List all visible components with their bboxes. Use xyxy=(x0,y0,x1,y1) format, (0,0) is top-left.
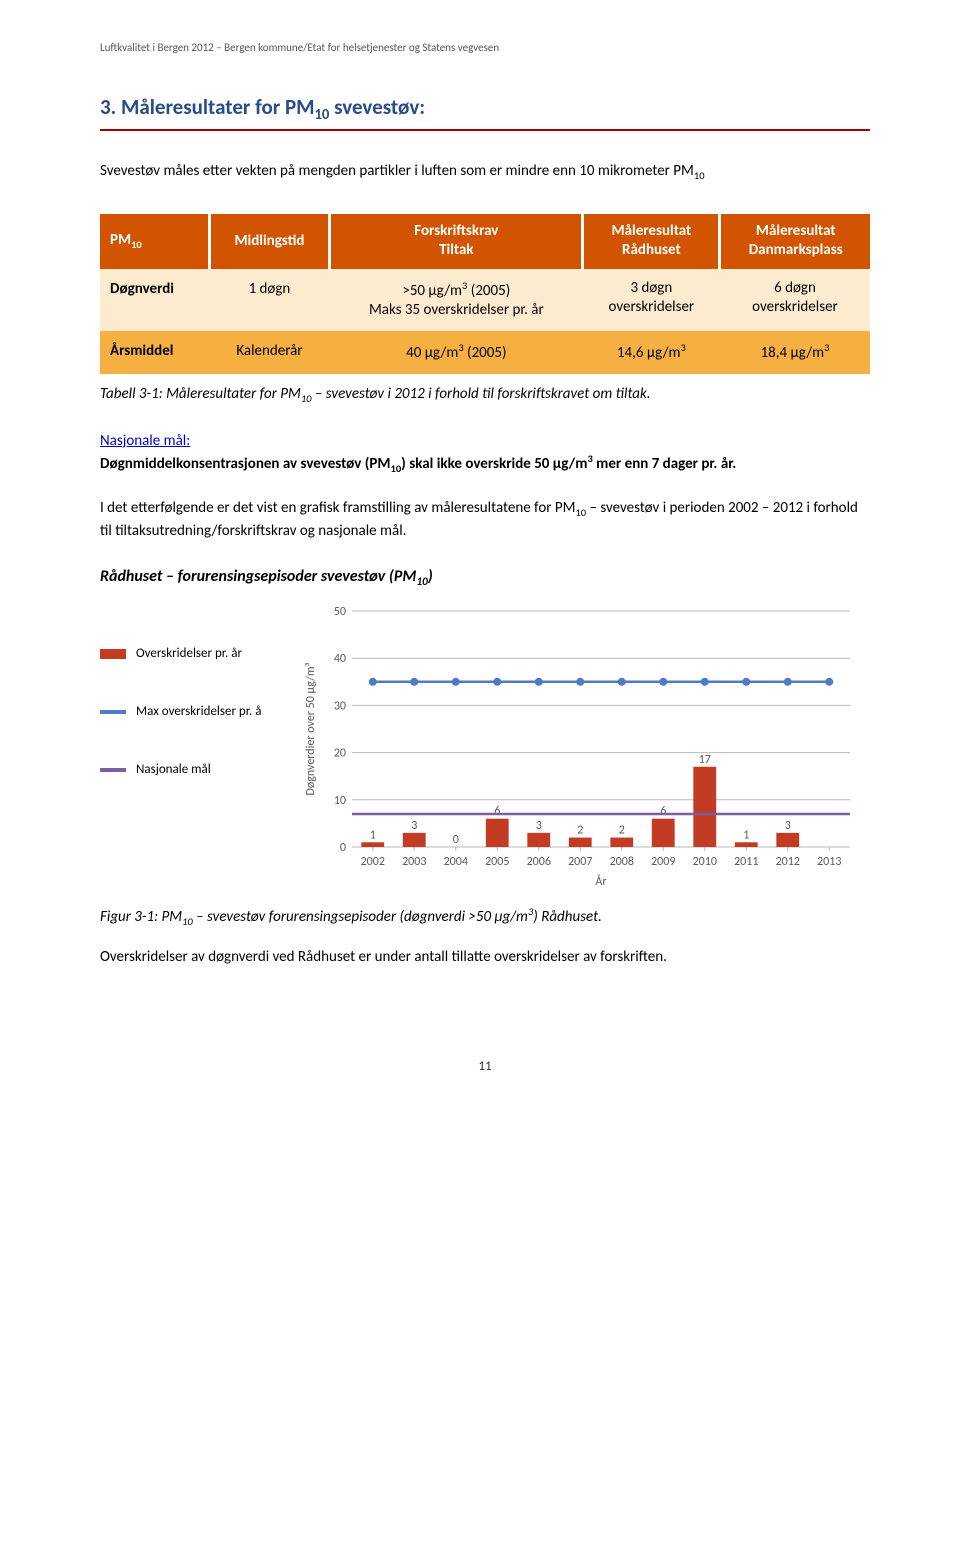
svg-text:3: 3 xyxy=(785,819,791,833)
legend-label: Nasjonale mål xyxy=(136,761,211,779)
svg-text:0: 0 xyxy=(453,833,459,847)
th-2: ForskriftskravTiltak xyxy=(330,214,583,269)
legend-label: Overskridelser pr. år xyxy=(136,645,242,663)
legend-swatch-line1 xyxy=(100,710,126,714)
svg-text:2: 2 xyxy=(577,823,583,837)
nasjonale-maal: Nasjonale mål: Døgnmiddelkonsentrasjonen… xyxy=(100,431,870,477)
chart-legend: Overskridelser pr. år Max overskridelser… xyxy=(100,601,300,820)
legend-label: Max overskridelser pr. å xyxy=(136,703,261,721)
svg-text:17: 17 xyxy=(699,753,711,767)
svg-text:20: 20 xyxy=(334,746,346,760)
svg-text:2010: 2010 xyxy=(693,855,717,869)
svg-text:2008: 2008 xyxy=(610,855,634,869)
chart-area: Overskridelser pr. år Max overskridelser… xyxy=(100,601,870,891)
td: 6 døgnoverskridelser xyxy=(720,269,870,331)
table-row: Døgnverdi 1 døgn >50 µg/m3 (2005)Maks 35… xyxy=(100,269,870,331)
svg-text:0: 0 xyxy=(340,841,346,855)
svg-text:2005: 2005 xyxy=(485,855,509,869)
td: >50 µg/m3 (2005)Maks 35 overskridelser p… xyxy=(330,269,583,331)
document-header: Luftkvalitet i Bergen 2012 – Bergen komm… xyxy=(100,40,870,55)
nasj-link-label: Nasjonale mål: xyxy=(100,432,190,450)
svg-text:2: 2 xyxy=(619,823,625,837)
svg-text:40: 40 xyxy=(334,652,346,666)
chart-section-title: Rådhuset – forurensingsepisoder svevestø… xyxy=(100,566,870,591)
svg-text:50: 50 xyxy=(334,605,346,619)
svg-text:2012: 2012 xyxy=(776,855,800,869)
table-header-row: PM10 Midlingstid ForskriftskravTiltak Må… xyxy=(100,214,870,269)
svg-text:2002: 2002 xyxy=(361,855,385,869)
svg-text:2009: 2009 xyxy=(651,855,675,869)
td: 3 døgnoverskridelser xyxy=(583,269,720,331)
after-paragraph: I det etterfølgende er det vist en grafi… xyxy=(100,498,870,542)
td: Kalenderår xyxy=(209,331,330,374)
th-0: PM10 xyxy=(100,214,209,269)
legend-item: Nasjonale mål xyxy=(100,761,300,779)
closing-paragraph: Overskridelser av døgnverdi ved Rådhuset… xyxy=(100,947,870,968)
table-row: Årsmiddel Kalenderår 40 µg/m3 (2005) 14,… xyxy=(100,331,870,374)
svg-text:2004: 2004 xyxy=(444,855,468,869)
th-1: Midlingstid xyxy=(209,214,330,269)
svg-text:3: 3 xyxy=(411,819,417,833)
svg-text:3: 3 xyxy=(536,819,542,833)
svg-text:6: 6 xyxy=(660,804,666,818)
svg-text:2007: 2007 xyxy=(568,855,592,869)
svg-text:År: År xyxy=(595,874,606,889)
table-caption: Tabell 3-1: Måleresultater for PM10 – sv… xyxy=(100,384,870,407)
svg-text:10: 10 xyxy=(334,794,346,808)
results-table: PM10 Midlingstid ForskriftskravTiltak Må… xyxy=(100,214,870,374)
bar-chart: 01020304050Døgnverdier over 50 µg/m³1306… xyxy=(300,601,860,891)
th-4: MåleresultatDanmarksplass xyxy=(720,214,870,269)
td: 40 µg/m3 (2005) xyxy=(330,331,583,374)
svg-text:2006: 2006 xyxy=(527,855,551,869)
legend-item: Overskridelser pr. år xyxy=(100,645,300,663)
legend-swatch-line2 xyxy=(100,768,126,772)
legend-swatch-bar xyxy=(100,649,126,659)
td: 18,4 µg/m3 xyxy=(720,331,870,374)
svg-text:Døgnverdier over 50 µg/m³: Døgnverdier over 50 µg/m³ xyxy=(304,662,318,795)
td: 14,6 µg/m3 xyxy=(583,331,720,374)
td: 1 døgn xyxy=(209,269,330,331)
section-title: 3. Måleresultater for PM10 svevestøv: xyxy=(100,93,870,131)
svg-text:1: 1 xyxy=(743,828,749,842)
page-number: 11 xyxy=(100,1058,870,1076)
td: Døgnverdi xyxy=(100,269,209,331)
td: Årsmiddel xyxy=(100,331,209,374)
intro-paragraph: Svevestøv måles etter vekten på mengden … xyxy=(100,161,870,184)
svg-text:2003: 2003 xyxy=(402,855,426,869)
th-3: MåleresultatRådhuset xyxy=(583,214,720,269)
svg-text:6: 6 xyxy=(494,804,500,818)
svg-text:30: 30 xyxy=(334,699,346,713)
svg-text:2013: 2013 xyxy=(817,855,841,869)
nasj-text: Døgnmiddelkonsentrasjonen av svevestøv (… xyxy=(100,455,736,473)
svg-text:2011: 2011 xyxy=(734,855,758,869)
svg-text:1: 1 xyxy=(370,828,376,842)
legend-item: Max overskridelser pr. å xyxy=(100,703,300,721)
figure-caption: Figur 3-1: PM10 – svevestøv forurensings… xyxy=(100,905,870,930)
